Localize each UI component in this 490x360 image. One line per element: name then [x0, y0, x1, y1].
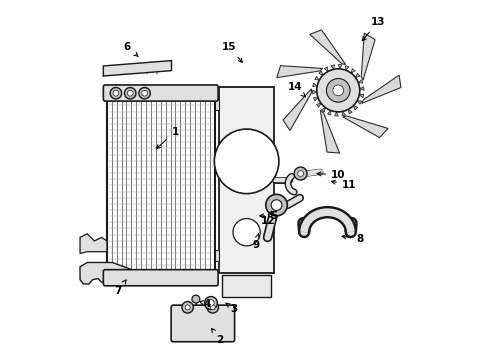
Polygon shape: [310, 30, 345, 64]
FancyBboxPatch shape: [171, 305, 235, 342]
Polygon shape: [335, 112, 338, 116]
Text: 15: 15: [221, 42, 243, 62]
Polygon shape: [343, 116, 388, 138]
Polygon shape: [277, 66, 323, 78]
Polygon shape: [314, 98, 318, 101]
FancyBboxPatch shape: [103, 270, 218, 286]
Text: 10: 10: [317, 170, 345, 180]
Polygon shape: [345, 66, 349, 70]
Circle shape: [326, 78, 350, 102]
Circle shape: [192, 295, 200, 303]
Polygon shape: [80, 234, 107, 253]
Circle shape: [208, 300, 214, 306]
Circle shape: [210, 305, 215, 310]
Circle shape: [266, 194, 287, 216]
Circle shape: [233, 219, 260, 246]
Polygon shape: [359, 94, 364, 98]
Text: 12: 12: [260, 211, 275, 226]
Polygon shape: [313, 90, 317, 94]
Polygon shape: [361, 33, 375, 80]
Circle shape: [317, 69, 360, 112]
Polygon shape: [321, 108, 325, 112]
Polygon shape: [342, 111, 345, 116]
Polygon shape: [360, 87, 364, 90]
Text: 4: 4: [199, 299, 211, 309]
Bar: [215, 250, 219, 261]
Polygon shape: [327, 111, 331, 115]
Bar: [107, 99, 215, 271]
Text: 6: 6: [124, 42, 138, 56]
Circle shape: [142, 90, 147, 96]
Text: 13: 13: [362, 17, 385, 41]
Text: 7: 7: [114, 280, 126, 296]
Polygon shape: [283, 89, 312, 130]
Bar: [215, 99, 219, 110]
Text: 9: 9: [252, 234, 259, 249]
Polygon shape: [320, 111, 340, 153]
Circle shape: [298, 171, 303, 176]
Text: 3: 3: [225, 303, 238, 314]
Polygon shape: [362, 75, 401, 103]
Circle shape: [214, 129, 279, 194]
Circle shape: [124, 87, 136, 99]
Polygon shape: [103, 60, 172, 76]
Circle shape: [294, 167, 307, 180]
FancyBboxPatch shape: [103, 85, 218, 101]
Polygon shape: [351, 69, 355, 73]
Circle shape: [182, 302, 194, 313]
Circle shape: [204, 297, 218, 310]
Circle shape: [207, 302, 219, 313]
Circle shape: [185, 305, 190, 310]
Polygon shape: [313, 83, 317, 87]
Text: 5: 5: [260, 211, 277, 221]
Polygon shape: [338, 64, 342, 69]
Circle shape: [271, 200, 282, 211]
Polygon shape: [80, 262, 177, 284]
Circle shape: [113, 90, 119, 96]
Circle shape: [139, 87, 150, 99]
Text: 11: 11: [331, 180, 356, 190]
Polygon shape: [355, 73, 360, 77]
Polygon shape: [357, 101, 362, 104]
Polygon shape: [324, 67, 328, 72]
Circle shape: [333, 85, 343, 96]
Polygon shape: [331, 65, 335, 69]
Text: 8: 8: [342, 234, 364, 244]
Circle shape: [110, 87, 122, 99]
Polygon shape: [358, 80, 363, 83]
Text: 2: 2: [212, 328, 223, 345]
Text: 14: 14: [288, 82, 305, 97]
Polygon shape: [348, 109, 352, 114]
Bar: [219, 87, 274, 273]
Polygon shape: [317, 103, 321, 107]
Polygon shape: [353, 105, 358, 110]
Circle shape: [127, 90, 133, 96]
Text: 1: 1: [156, 127, 179, 149]
Polygon shape: [318, 71, 323, 75]
Polygon shape: [315, 76, 319, 80]
Bar: [222, 275, 271, 297]
